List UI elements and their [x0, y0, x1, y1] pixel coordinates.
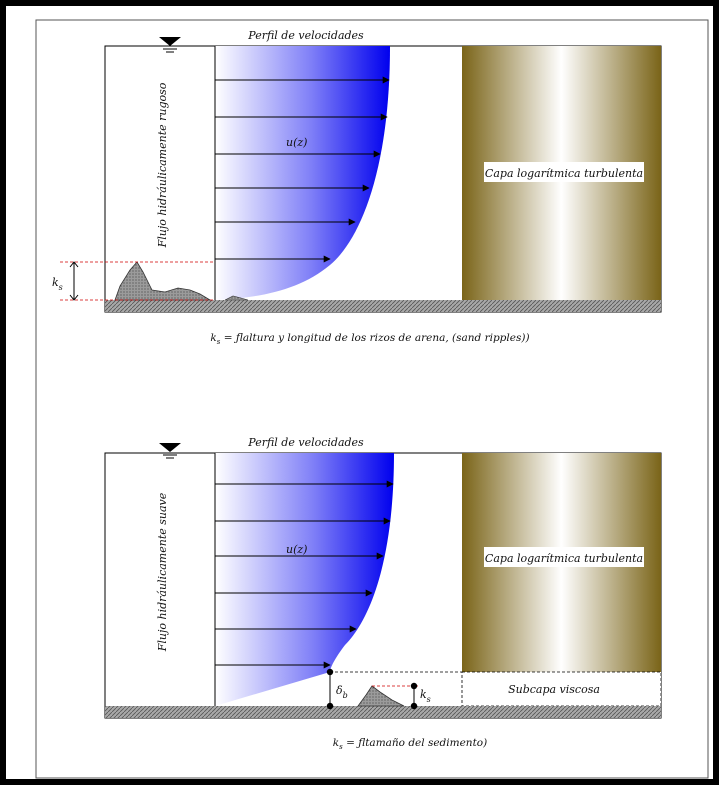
- bottom-velocity-profile: [215, 453, 394, 706]
- top-velocity-arrows: [215, 76, 390, 263]
- bottom-velocity-arrows: [215, 480, 394, 669]
- bottom-ks-bottom-dot: [410, 702, 418, 710]
- bottom-sediment-grain: [357, 685, 405, 707]
- bottom-ks-label: ks: [420, 688, 431, 704]
- bottom-delta-label: δb: [336, 684, 348, 700]
- bottom-delta-top-dot: [326, 668, 334, 676]
- top-water-surface-icon: [159, 37, 181, 53]
- bottom-panel: Capa logarítmica turbulenta Subcapa visc…: [104, 436, 662, 751]
- top-log-layer-label-box: [484, 162, 644, 182]
- top-panel: Capa logarítmica turbulenta u(z) Perfil …: [52, 29, 662, 346]
- bottom-water-surface-icon: [159, 443, 181, 459]
- bottom-bed: [105, 706, 661, 718]
- top-log-layer-label: Capa logarítmica turbulenta: [485, 167, 643, 180]
- top-velocity-profile: [215, 46, 390, 300]
- top-velocity-profile-title: Perfil de velocidades: [247, 29, 364, 42]
- top-flow-regime-label: Flujo hidráulicamente rugoso: [156, 82, 169, 248]
- top-sand-ripples: [114, 261, 212, 301]
- top-velocity-label: u(z): [286, 136, 307, 149]
- bottom-caption: ks = ƒltamaño del sedimento): [333, 737, 487, 751]
- bottom-velocity-profile-title: Perfil de velocidades: [247, 436, 364, 449]
- bottom-log-layer-label-box: [484, 547, 644, 567]
- top-caption: ks = ƒlaltura y longitud de los rizos de…: [210, 332, 529, 346]
- bottom-flow-regime-label: Flujo hidráulicamente suave: [156, 492, 169, 652]
- top-bed: [105, 300, 661, 312]
- bottom-ks-top-dot: [410, 682, 418, 690]
- bottom-viscous-sublayer: [461, 671, 662, 707]
- bottom-delta-bottom-dot: [326, 702, 334, 710]
- top-ks-label: ks: [52, 276, 63, 292]
- bottom-viscous-sublayer-label: Subcapa viscosa: [508, 683, 600, 696]
- top-small-ripple: [224, 295, 249, 301]
- bottom-velocity-label: u(z): [286, 543, 307, 556]
- bottom-log-layer-label: Capa logarítmica turbulenta: [485, 552, 643, 565]
